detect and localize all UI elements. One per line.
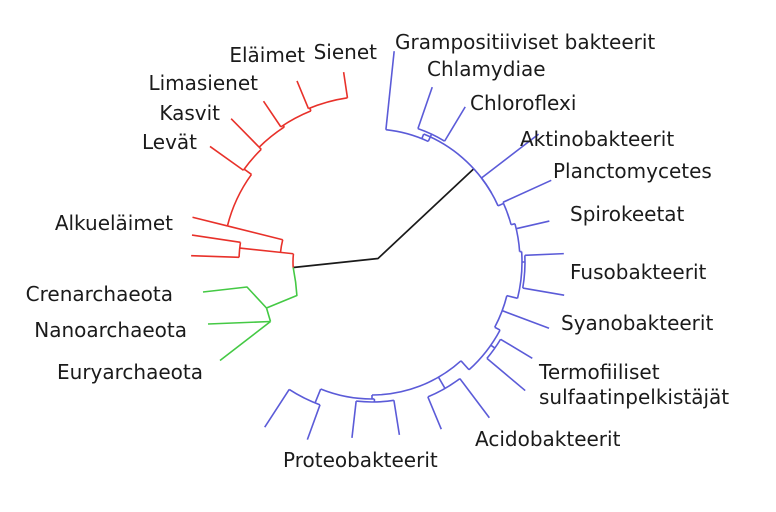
branch-euk-main xyxy=(226,173,283,241)
branch-gram-positives-tip xyxy=(385,51,395,130)
branch-fusobacteria-tip-1 xyxy=(524,252,564,257)
taxon-label-fusobacteria: Fusobakteerit xyxy=(570,260,707,284)
taxon-label-nanoarchaeota: Nanoarchaeota xyxy=(34,318,187,342)
branch-protozoa-tip-upper xyxy=(191,234,241,244)
branch-planctomycetes-tip xyxy=(502,179,552,204)
branch-chlamydiae-tip xyxy=(417,86,433,129)
taxon-label-cyanobacteria: Syanobakteerit xyxy=(561,311,714,335)
branch-nano-eury-stem xyxy=(265,307,272,322)
branch-acidobacteria-tip-2 xyxy=(427,396,443,430)
branch-root-branch xyxy=(293,168,475,269)
taxon-label-chlamydiae: Chlamydiae xyxy=(427,57,546,81)
branch-actinobacteria-tip xyxy=(480,133,540,179)
branch-fusobacteria-tip-2 xyxy=(522,287,565,296)
branch-proteobacteria-tip-1 xyxy=(393,400,401,435)
taxon-label-plants: Kasvit xyxy=(159,101,220,125)
taxon-label-algae: Levät xyxy=(141,130,197,154)
taxon-label-chloroflexi: Chloroflexi xyxy=(470,91,577,115)
branch-plants-tip xyxy=(230,118,260,148)
branch-thermo-tip-1 xyxy=(500,338,533,359)
branch-fungi-tip xyxy=(342,71,349,98)
taxon-label-spirochaetes: Spirokeetat xyxy=(570,202,685,226)
branch-bact-lower xyxy=(480,177,499,207)
branch-proteobacteria-tip-2 xyxy=(351,401,357,438)
taxon-label-fungi: Sienet xyxy=(313,40,377,64)
branch-bact-6 xyxy=(468,326,501,371)
taxon-label-thermo-line2: sulfaatinpelkistäjät xyxy=(539,385,730,409)
branch-cyanobacteria-tip xyxy=(501,309,550,329)
branch-protozoa-pair xyxy=(238,242,281,258)
taxon-label-animals: Eläimet xyxy=(229,43,305,67)
branch-proteo-a xyxy=(356,398,395,403)
branch-protozoa-tip-lower xyxy=(191,254,240,259)
branch-euk-2 xyxy=(242,148,262,176)
taxon-label-actinobacteria: Aktinobakteerit xyxy=(520,127,675,151)
branch-spirochaetes-tip xyxy=(516,220,550,230)
branch-animals-tip xyxy=(296,80,310,109)
branch-slime-molds-tip xyxy=(262,100,282,128)
branch-euk-5 xyxy=(308,97,348,112)
branch-nanoarchaeota-tip xyxy=(207,320,271,325)
branch-eukaryota xyxy=(279,239,295,268)
taxon-label-acidobacteria: Acidobakteerit xyxy=(475,427,621,451)
branch-bact-4 xyxy=(516,250,523,299)
taxon-label-slime-molds: Limasienet xyxy=(148,71,258,95)
branch-proteobacteria-tip-3 xyxy=(306,404,321,440)
branch-crenarchaeota-tip xyxy=(202,286,268,309)
branch-thermo-tip-2 xyxy=(486,357,526,392)
branch-archaea-stem xyxy=(266,267,298,309)
taxon-label-gram-positives: Grampositiiviset bakteerit xyxy=(395,30,656,54)
branch-proteo-b xyxy=(288,388,322,406)
branch-algae-tip xyxy=(209,145,244,171)
taxon-label-thermo-line1: Termofiiliset xyxy=(539,360,660,384)
taxon-label-euryarchaeota: Euryarchaeota xyxy=(57,360,203,384)
branch-euryarchaeota-tip xyxy=(219,320,271,362)
branch-euk-4 xyxy=(280,110,312,128)
branch-acidobacteria-tip-1 xyxy=(459,378,490,419)
taxon-label-planctomycetes: Planctomycetes xyxy=(553,159,712,183)
branch-protozoa-tip-outer xyxy=(192,216,228,227)
taxon-label-protozoa: Alkueläimet xyxy=(54,211,173,235)
branch-bact-7 xyxy=(371,360,470,396)
branch-bact-3 xyxy=(510,222,521,252)
branch-proteobacteria-clade xyxy=(320,388,375,400)
branch-bact-2 xyxy=(497,201,512,225)
branch-chloroflexi-tip xyxy=(443,106,466,142)
branch-euk-3 xyxy=(258,126,285,150)
taxon-label-proteobacteria: Proteobakteerit xyxy=(283,448,438,472)
branch-bact-upper xyxy=(385,128,429,143)
branch-proteobacteria-tip-4 xyxy=(264,389,290,428)
taxon-label-crenarchaeota: Crenarchaeota xyxy=(25,282,173,306)
